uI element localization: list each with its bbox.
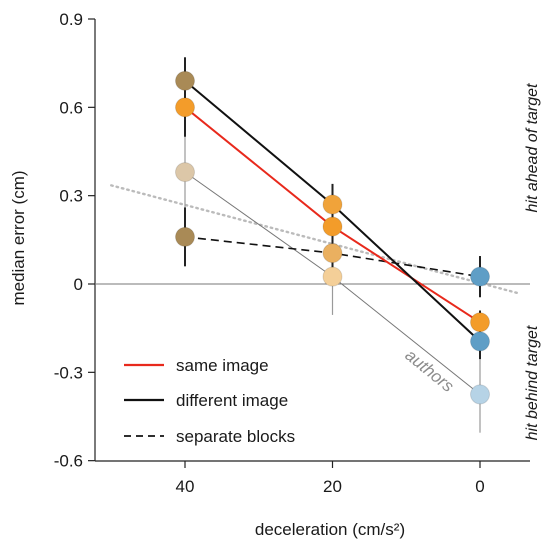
reference-line-layer <box>110 184 519 295</box>
y-tick-label: 0.6 <box>59 98 83 117</box>
annotation-hit-ahead: hit ahead of target <box>524 83 541 213</box>
annotation-hit-behind: hit behind target <box>524 325 541 440</box>
x-tick-label: 40 <box>176 477 195 496</box>
x-tick-label: 0 <box>475 477 484 496</box>
data-point-same-image <box>322 216 343 237</box>
data-point-same-image <box>470 312 490 333</box>
y-axis-label: median error (cm) <box>9 170 28 305</box>
x-axis-label: deceleration (cm/s²) <box>255 520 405 539</box>
data-point-different-image <box>470 331 490 352</box>
data-points <box>175 70 490 405</box>
data-point-separate-blocks <box>470 266 490 287</box>
x-tick-label: 20 <box>323 477 342 496</box>
data-point-authors <box>322 266 343 287</box>
annotation-authors: authors <box>401 346 457 397</box>
y-tick-label: 0.9 <box>59 10 83 29</box>
data-point-separate-blocks <box>322 243 343 264</box>
data-point-separate-blocks <box>175 226 195 247</box>
data-point-different-image <box>175 70 195 91</box>
y-tick-label: 0.3 <box>59 187 83 206</box>
legend: same image different image separate bloc… <box>124 356 295 446</box>
y-tick-label: 0 <box>74 275 83 294</box>
legend-label-different-image: different image <box>176 391 288 410</box>
axes: 0.9 0.6 0.3 0 -0.3 -0.6 40 20 0 <box>54 10 530 496</box>
data-point-different-image <box>322 194 343 215</box>
data-point-authors <box>470 384 490 405</box>
y-tick-label: -0.6 <box>54 452 83 471</box>
data-point-authors <box>175 162 195 183</box>
y-tick-label: -0.3 <box>54 363 83 382</box>
reference-line <box>110 184 519 295</box>
legend-label-separate-blocks: separate blocks <box>176 427 295 446</box>
legend-label-same-image: same image <box>176 356 269 375</box>
data-point-same-image <box>175 97 195 118</box>
